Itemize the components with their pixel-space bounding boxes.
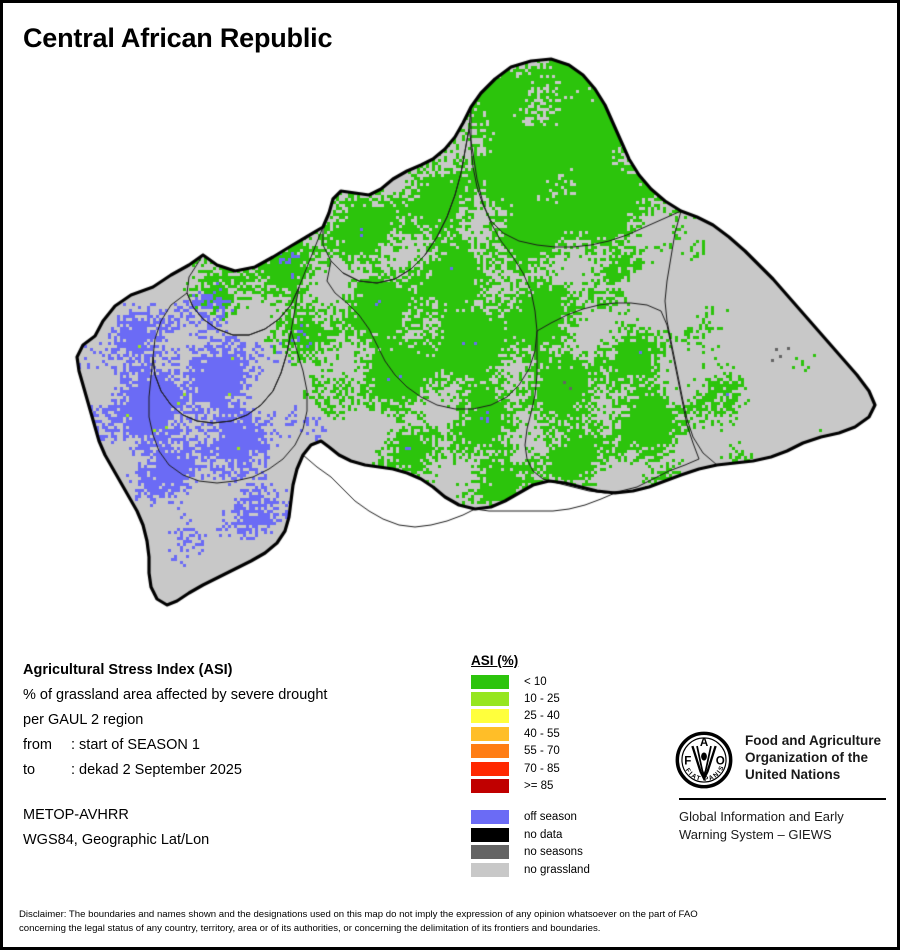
to-value: : dekad 2 September 2025: [71, 762, 242, 778]
legend-label: 25 - 40: [524, 710, 560, 723]
fao-logo-row: A F O FIAT PANIS Food and Agriculture Or…: [675, 731, 890, 789]
legend-label: < 10: [524, 675, 547, 688]
fao-name-line-3: United Nations: [745, 767, 841, 782]
page-title: Central African Republic: [23, 23, 333, 53]
disclaimer: Disclaimer: The boundaries and names sho…: [19, 908, 879, 935]
asi-choropleth-map: [6, 51, 897, 651]
legend-swatch: [471, 845, 509, 860]
info-period-from: from : start of SEASON 1: [23, 733, 443, 758]
legend-row: 70 - 85: [471, 760, 590, 777]
legend-row: no data: [471, 826, 590, 843]
from-label: from: [23, 737, 52, 753]
legend-label: 10 - 25: [524, 693, 560, 706]
info-projection: WGS84, Geographic Lat/Lon: [23, 832, 210, 848]
disclaimer-line-2: concerning the legal status of any count…: [19, 922, 601, 934]
fao-name-line-2: Organization of the: [745, 750, 868, 765]
disclaimer-line-1: Disclaimer: The boundaries and names sho…: [19, 909, 698, 920]
legend-label: >= 85: [524, 780, 554, 793]
legend-swatch: [471, 761, 509, 776]
info-period-to: to : dekad 2 September 2025: [23, 758, 443, 783]
legend-row: no seasons: [471, 844, 590, 861]
info-heading: Agricultural Stress Index (ASI): [23, 662, 233, 678]
legend-label: 40 - 55: [524, 727, 560, 740]
giews-line-2: Warning System – GIEWS: [679, 827, 832, 842]
fao-name-line-1: Food and Agriculture: [745, 733, 881, 748]
legend-title: ASI (%): [471, 653, 519, 668]
info-spacer: [23, 783, 443, 803]
legend-swatch: [471, 779, 509, 794]
svg-text:O: O: [716, 755, 725, 768]
legend-class-list: < 10 10 - 25 25 - 40 40 - 55 55 - 70 70 - 85 >…: [471, 673, 590, 795]
legend-label: no grassland: [524, 863, 590, 876]
info-subtitle-1: % of grassland area affected by severe d…: [23, 687, 328, 703]
to-label: to: [23, 762, 36, 778]
legend-row: >= 85: [471, 777, 590, 794]
legend-special-list: off season no data no seasons no grassland: [471, 809, 590, 879]
legend-row: 25 - 40: [471, 708, 590, 725]
fao-branding: A F O FIAT PANIS Food and Agriculture Or…: [675, 731, 890, 844]
legend-swatch: [471, 674, 509, 689]
fao-divider: [679, 798, 886, 800]
fao-name: Food and Agriculture Organization of the…: [745, 731, 881, 783]
legend-swatch: [471, 709, 509, 724]
legend-swatch: [471, 726, 509, 741]
legend-row: < 10: [471, 673, 590, 690]
map-figure: [6, 51, 897, 651]
legend-swatch: [471, 827, 509, 842]
svg-text:F: F: [684, 755, 691, 768]
legend-swatch: [471, 744, 509, 759]
legend-swatch: [471, 810, 509, 825]
map-legend: ASI (%) < 10 10 - 25 25 - 40 40 - 55 55 - 70…: [471, 653, 590, 878]
legend-swatch: [471, 692, 509, 707]
legend-swatch: [471, 862, 509, 877]
legend-row: 10 - 25: [471, 690, 590, 707]
legend-label: 70 - 85: [524, 762, 560, 775]
legend-label: 55 - 70: [524, 745, 560, 758]
fao-logo-icon: A F O FIAT PANIS: [675, 731, 733, 789]
legend-row: off season: [471, 809, 590, 826]
info-sensor: METOP-AVHRR: [23, 807, 129, 823]
legend-label: no data: [524, 828, 563, 841]
info-subtitle-2: per GAUL 2 region: [23, 712, 144, 728]
legend-row: no grassland: [471, 861, 590, 878]
from-value: : start of SEASON 1: [71, 737, 200, 753]
giews-line-1: Global Information and Early: [679, 809, 844, 824]
map-info-block: Agricultural Stress Index (ASI) % of gra…: [23, 658, 443, 853]
svg-text:A: A: [700, 736, 709, 749]
legend-row: 40 - 55: [471, 725, 590, 742]
legend-gap: [471, 795, 590, 809]
legend-row: 55 - 70: [471, 743, 590, 760]
giews-name: Global Information and Early Warning Sys…: [679, 808, 890, 844]
legend-label: no seasons: [524, 846, 583, 859]
legend-label: off season: [524, 811, 577, 824]
